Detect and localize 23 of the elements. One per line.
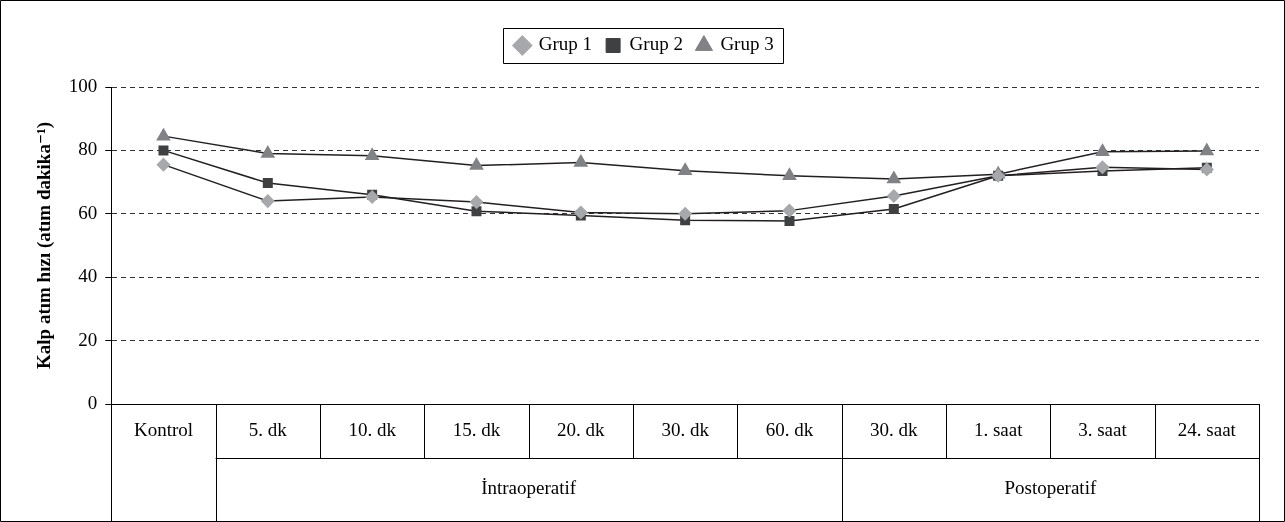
x-tick-label: 20. dk bbox=[557, 418, 606, 440]
x-tick-label: 30. dk bbox=[870, 418, 919, 440]
y-axis-title: Kalp atım hızı (atım dakika⁻¹) bbox=[33, 122, 56, 369]
x-tick-label: 3. saat bbox=[1078, 418, 1128, 440]
y-tick-label: 0 bbox=[87, 391, 98, 413]
text: İntraoperatif bbox=[481, 477, 577, 499]
x-tick-label: 24. saat bbox=[1177, 418, 1237, 440]
text: Postoperatif bbox=[1004, 477, 1097, 499]
y-tick-label: 20 bbox=[78, 328, 98, 350]
legend-label: Grup 3 bbox=[720, 33, 774, 55]
x-tick-label: 15. dk bbox=[452, 418, 501, 440]
x-tick-label: 60. dk bbox=[765, 418, 814, 440]
y-tick-label: 40 bbox=[78, 265, 98, 287]
x-tick-label: 30. dk bbox=[661, 418, 710, 440]
x-tick-label: Kontrol bbox=[133, 418, 194, 440]
x-tick-label: 1. saat bbox=[973, 418, 1024, 440]
legend-label: Grup 2 bbox=[629, 33, 683, 55]
y-tick-label: 60 bbox=[78, 201, 98, 223]
y-tick-label: 80 bbox=[78, 138, 98, 160]
x-tick-label: 5. dk bbox=[248, 418, 288, 440]
legend-label: Grup 1 bbox=[538, 33, 593, 55]
x-tick-label: 10. dk bbox=[348, 418, 397, 440]
y-tick-label: 100 bbox=[68, 74, 98, 96]
